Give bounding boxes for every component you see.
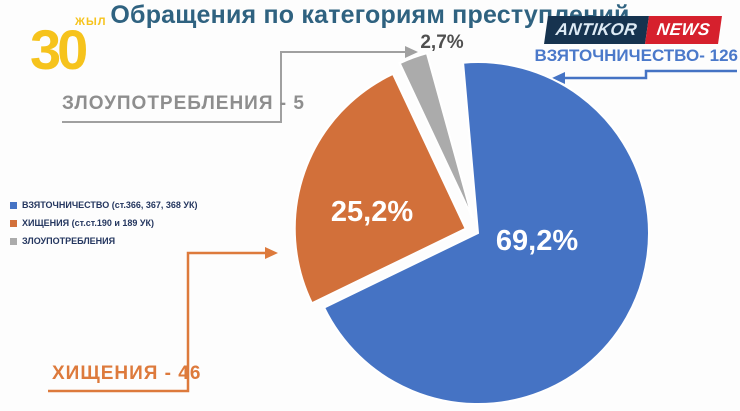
percent-label-theft: 25,2% [331,196,413,228]
abuse-callout-label: ЗЛОУПОТРЕБЛЕНИЯ - 5 [62,93,305,114]
callout-lines [48,46,737,393]
antikor-news-logo: ANTIKOR NEWS [544,16,722,44]
anniversary-word: ЖЫЛ [75,16,107,28]
percent-label-abuse: 2,7% [420,32,463,53]
legend-label: ХИЩЕНИЯ (ст.ст.190 и 189 УК) [22,218,154,228]
bribery-arrowhead [552,72,565,84]
legend-label: ВЗЯТОЧНИЧЕСТВО (ст.366, 367, 368 УК) [22,200,198,210]
antikor-logo-segment: ANTIKOR [544,16,649,44]
legend-item-bribery: ВЗЯТОЧНИЧЕСТВО (ст.366, 367, 368 УК) [10,200,197,210]
theft-arrowhead [265,247,278,259]
legend-swatch-theft [10,219,17,227]
bribery-callout-line [564,69,737,80]
bribery-callout-label: ВЗЯТОЧНИЧЕСТВО- 126 [534,46,738,65]
abuse-arrowhead [405,46,418,58]
theft-callout-line [48,251,266,393]
chart-legend: ВЗЯТОЧНИЧЕСТВО (ст.366, 367, 368 УК) ХИЩ… [10,200,197,254]
pie-slice-bribery [322,61,650,406]
percent-label-bribery: 69,2% [496,225,578,257]
legend-item-theft: ХИЩЕНИЯ (ст.ст.190 и 189 УК) [10,218,197,228]
page-title: Обращения по категориям преступлений [110,1,630,29]
pie-slice-theft [293,72,468,305]
anniversary-30-logo: ЖЫЛ 30 [30,14,105,81]
legend-swatch-bribery [10,201,17,209]
theft-callout-label: ХИЩЕНИЯ - 46 [52,363,202,384]
pie-percent-labels: 69,2% 25,2% 2,7% [331,32,578,257]
anniversary-number: 30 [30,18,88,81]
legend-item-abuse: ЗЛОУПОТРЕБЛЕНИЯ [10,236,197,246]
pie-slices [293,51,650,406]
pie-slice-abuse [398,51,474,219]
news-logo-segment: NEWS [644,16,722,44]
legend-label: ЗЛОУПОТРЕБЛЕНИЯ [22,236,116,246]
abuse-callout-line [62,51,406,123]
legend-swatch-abuse [10,237,17,245]
